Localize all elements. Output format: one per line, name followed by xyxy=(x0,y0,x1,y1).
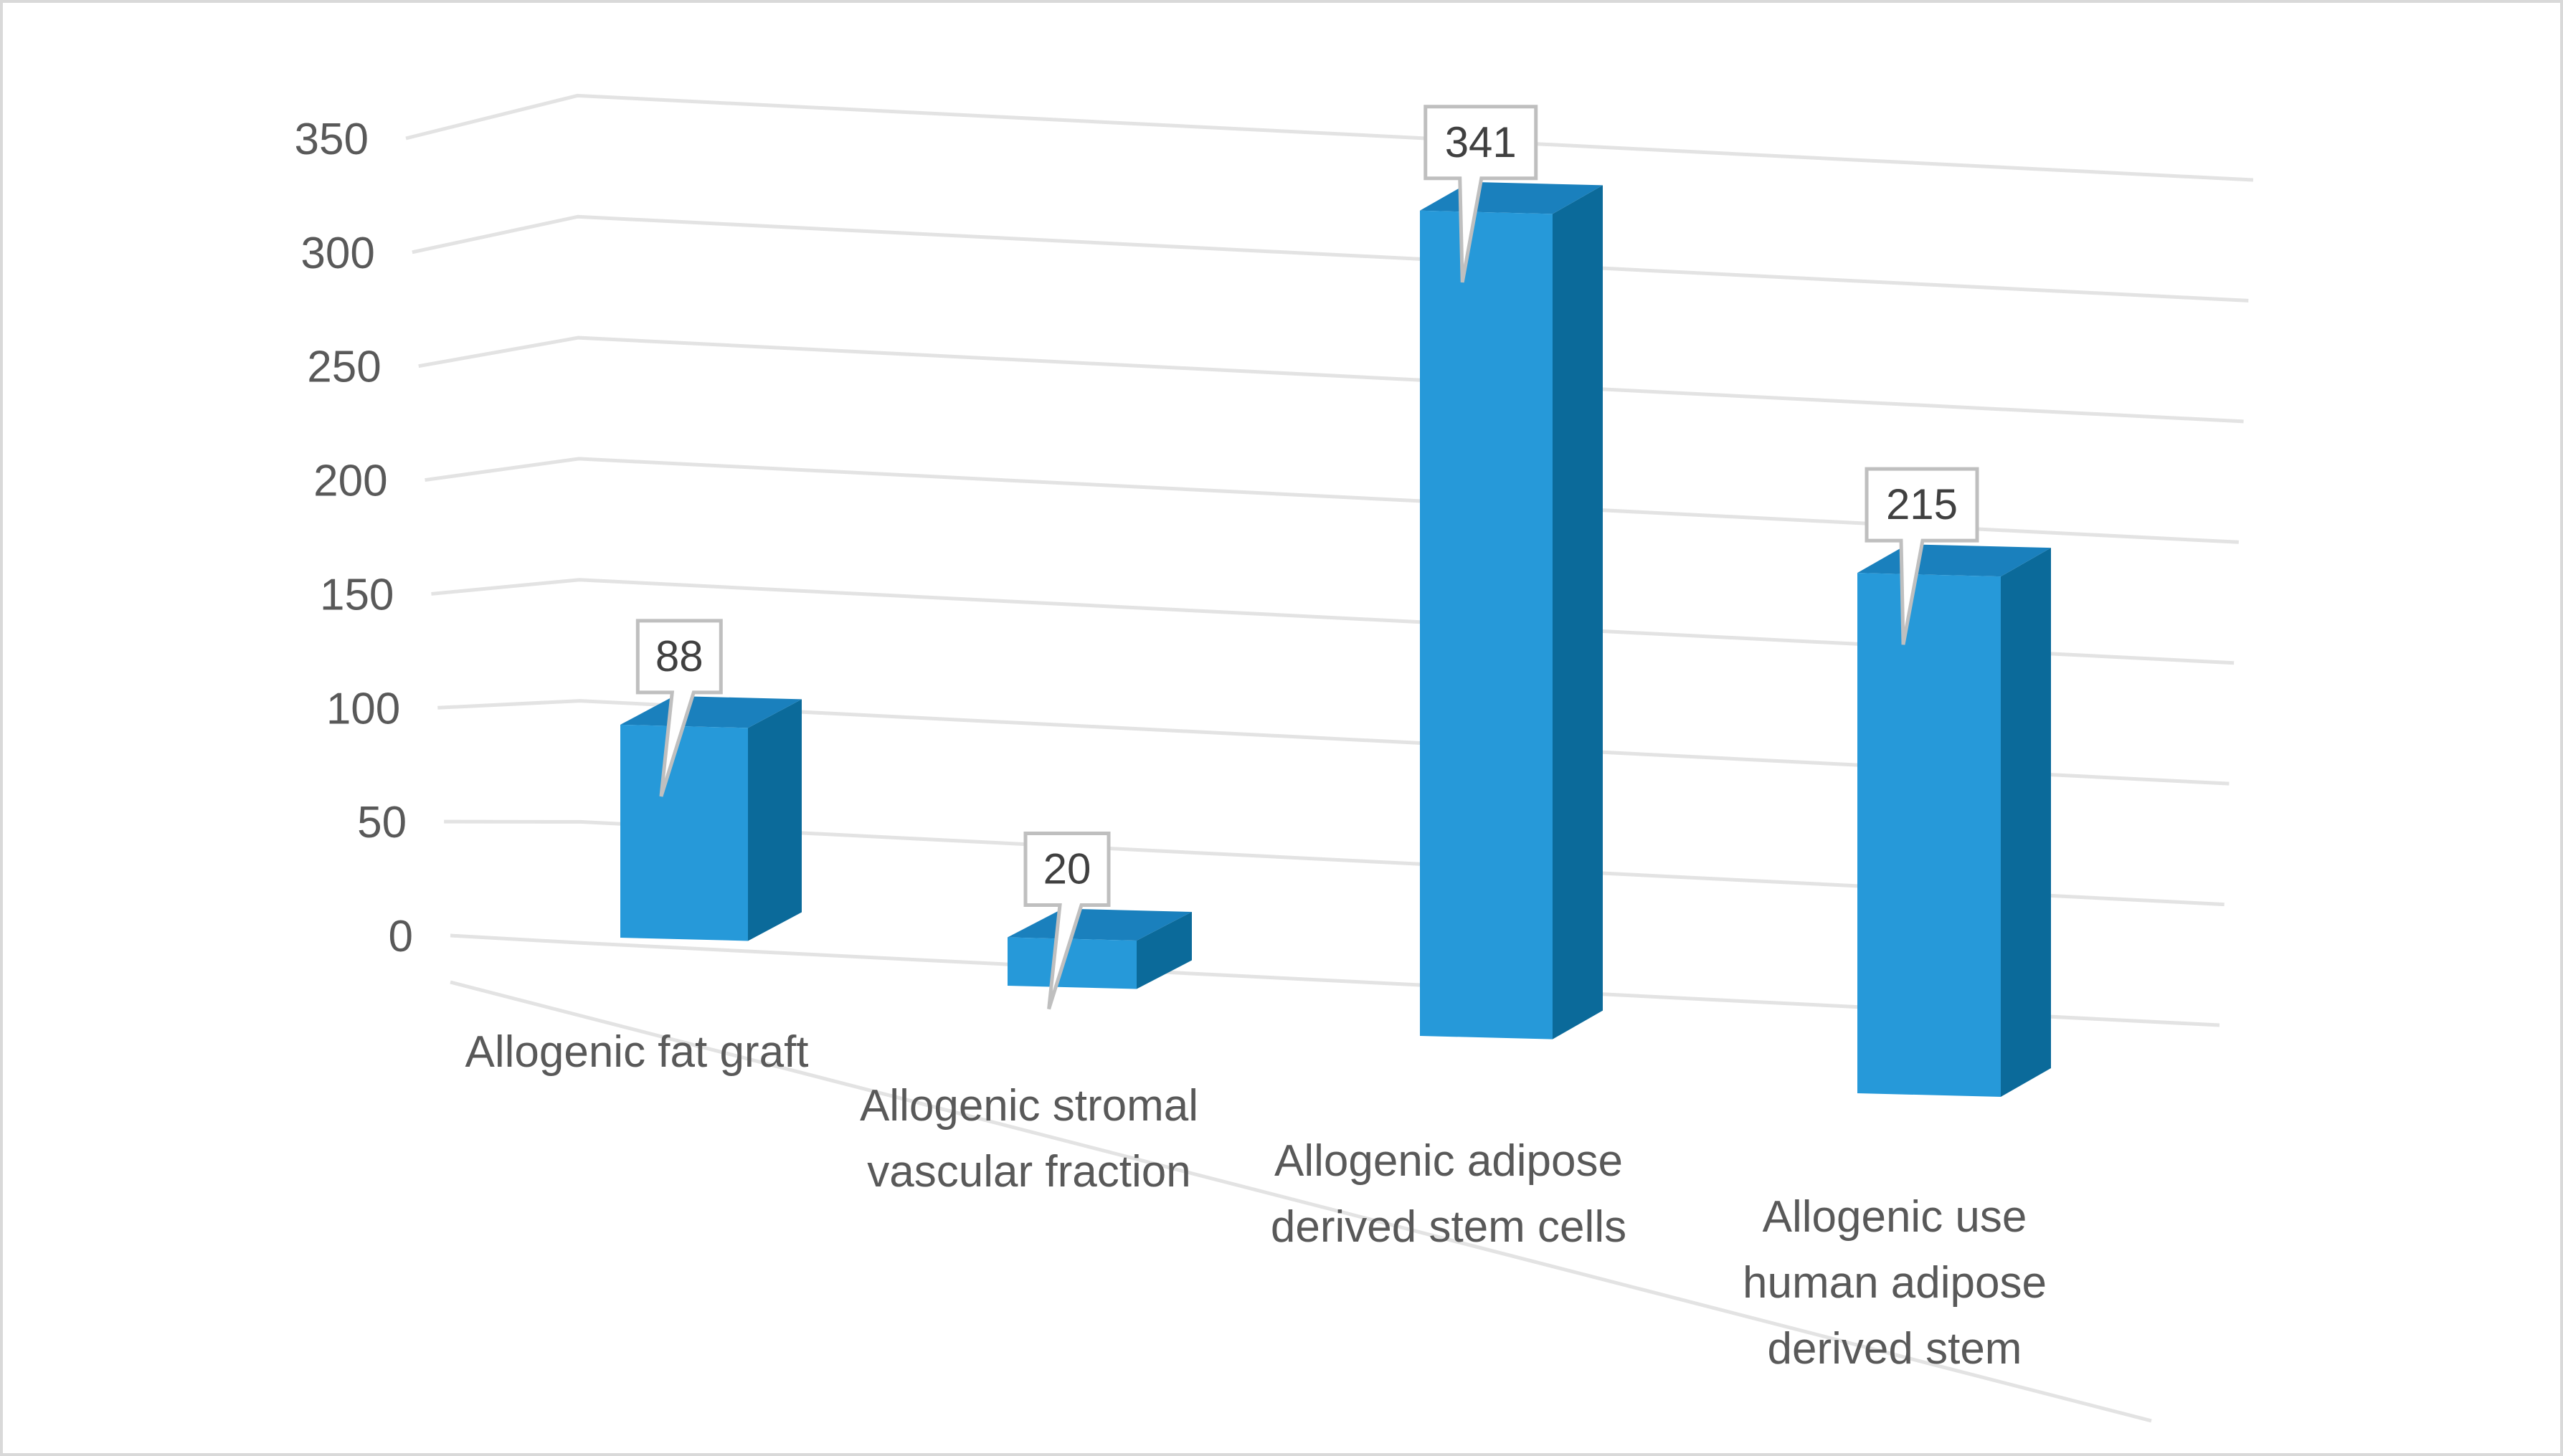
category-label-4: Allogenic use human adipose derived stem xyxy=(1743,1192,2047,1374)
y-tick-label-50: 50 xyxy=(357,798,407,847)
category-label-line: derived stem xyxy=(1768,1324,2022,1374)
y-tick-label-150: 150 xyxy=(320,570,394,619)
data-labels: 88 20 341 215 xyxy=(635,105,1979,1010)
bar-side-face xyxy=(2001,548,2051,1097)
y-tick-label-100: 100 xyxy=(326,684,400,733)
bar-4 xyxy=(1857,544,2051,1097)
y-tick-label-200: 200 xyxy=(313,457,387,506)
bar-side-face xyxy=(1137,911,1192,989)
data-label-1: 88 xyxy=(635,619,723,797)
category-label-3: Allogenic adipose derived stem cells xyxy=(1271,1136,1626,1252)
data-label-callout xyxy=(635,619,723,797)
bar-side-face xyxy=(748,699,802,941)
category-label-line: Allogenic fat graft xyxy=(465,1027,808,1077)
bar-3 xyxy=(1420,181,1603,1039)
data-label-callout xyxy=(1023,831,1111,1010)
data-label-value: 88 xyxy=(655,632,703,680)
data-label-3: 341 xyxy=(1423,105,1538,283)
gridline-100 xyxy=(437,699,2230,786)
data-label-callout xyxy=(1865,467,1979,645)
y-tick-label-350: 350 xyxy=(295,115,369,164)
category-label-1: Allogenic fat graft xyxy=(465,1027,808,1077)
bar-1 xyxy=(620,695,802,941)
bar-front-face xyxy=(1420,210,1553,1039)
bar-front-face xyxy=(620,724,748,941)
bar-2 xyxy=(1008,908,1192,989)
gridlines xyxy=(405,93,2254,1423)
category-label-line: Allogenic stromal xyxy=(860,1081,1198,1131)
category-label-2: Allogenic stromal vascular fraction xyxy=(860,1081,1198,1196)
gridline-0 xyxy=(450,933,2220,1027)
floor-front-edge xyxy=(450,980,2152,1423)
category-label-line: Allogenic use xyxy=(1763,1192,2027,1242)
data-label-value: 341 xyxy=(1445,118,1517,166)
data-label-2: 20 xyxy=(1023,831,1111,1010)
category-labels: Allogenic fat graft Allogenic stromal vasc… xyxy=(465,1027,2047,1374)
bar-front-face xyxy=(1008,937,1137,989)
gridline-200 xyxy=(425,457,2239,544)
bar-top-face xyxy=(1008,908,1192,941)
data-label-value: 215 xyxy=(1886,480,1958,528)
category-label-line: Allogenic adipose xyxy=(1274,1136,1623,1186)
gridline-300 xyxy=(412,214,2249,303)
data-label-callout xyxy=(1423,105,1538,283)
data-label-value: 20 xyxy=(1043,844,1091,893)
category-label-line: human adipose xyxy=(1743,1258,2047,1308)
category-label-line: vascular fraction xyxy=(867,1147,1190,1196)
gridline-350 xyxy=(405,93,2254,182)
gridline-50 xyxy=(444,819,2225,907)
gridline-250 xyxy=(418,336,2244,424)
y-tick-label-0: 0 xyxy=(389,912,413,961)
y-tick-label-300: 300 xyxy=(300,229,374,278)
category-label-line: derived stem cells xyxy=(1271,1202,1626,1252)
bar-side-face xyxy=(1553,185,1603,1039)
bars xyxy=(620,181,2051,1097)
bar-top-face xyxy=(620,695,802,728)
gridline-150 xyxy=(431,578,2235,665)
data-label-4: 215 xyxy=(1865,467,1979,645)
y-axis-tick-labels: 0 50 100 150 200 250 300 350 xyxy=(295,115,413,961)
y-tick-label-250: 250 xyxy=(307,343,381,392)
bar-front-face xyxy=(1857,573,2001,1097)
